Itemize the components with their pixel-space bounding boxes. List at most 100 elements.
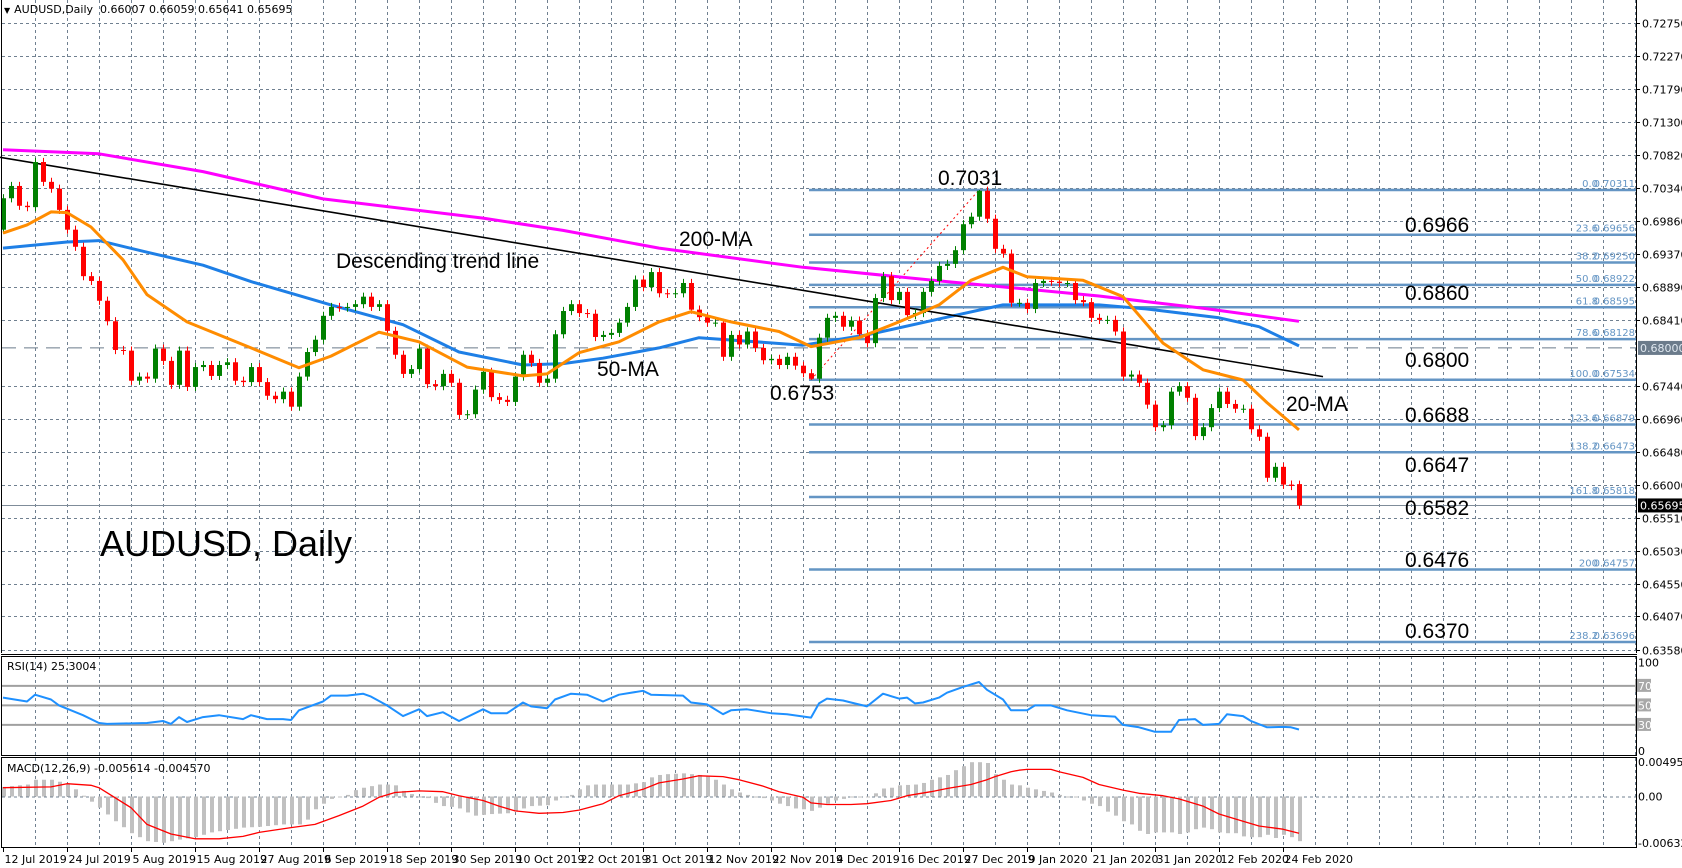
candle xyxy=(97,276,102,305)
macd-histogram-bar xyxy=(1226,796,1230,834)
macd-histogram-bar xyxy=(562,796,566,798)
macd-histogram-bar xyxy=(2,786,6,797)
macd-histogram-bar xyxy=(362,787,366,797)
candle-body xyxy=(233,362,238,381)
candle xyxy=(9,181,14,203)
macd-histogram-bar xyxy=(514,796,518,811)
fib-level-price: 0.69250 xyxy=(1594,251,1635,262)
macd-histogram-bar xyxy=(1210,796,1214,830)
candle xyxy=(641,275,646,292)
macd-histogram-bar xyxy=(1010,784,1014,797)
candle-body xyxy=(121,349,126,351)
macd-histogram-bar xyxy=(866,796,870,798)
candle-body xyxy=(617,322,622,333)
macd-histogram-bar xyxy=(538,796,542,806)
candle-body xyxy=(1169,391,1174,426)
macd-histogram-bar xyxy=(450,796,454,807)
candle xyxy=(65,205,70,234)
macd-histogram-bar xyxy=(618,784,622,797)
candle-body xyxy=(137,376,142,381)
candle xyxy=(785,352,790,370)
candle-body xyxy=(769,358,774,361)
candle-body xyxy=(1193,397,1198,437)
candle-body xyxy=(1105,319,1110,321)
macd-histogram-bar xyxy=(66,783,70,797)
macd-histogram-bar xyxy=(786,796,790,807)
candle xyxy=(161,344,166,366)
candle xyxy=(1257,425,1262,441)
rsi-level-box xyxy=(1635,698,1651,712)
ma200-line xyxy=(2,148,1300,323)
candle xyxy=(945,259,950,271)
macd-histogram-bar xyxy=(1250,796,1254,838)
dropdown-triangle-icon[interactable]: ▼ xyxy=(4,6,11,15)
current-price-box xyxy=(1638,498,1682,513)
candle-body xyxy=(433,384,438,387)
candle-body xyxy=(889,276,894,301)
macd-histogram-bar xyxy=(658,774,662,797)
candle-body xyxy=(633,279,638,307)
macd-histogram-bar xyxy=(114,796,118,822)
candle xyxy=(505,395,510,407)
candle xyxy=(1209,403,1214,432)
candle xyxy=(217,360,222,381)
candle xyxy=(1297,480,1302,510)
candle xyxy=(793,352,798,370)
macd-histogram-bar xyxy=(634,783,638,797)
fib-level-price: 0.68595 xyxy=(1594,296,1635,307)
macd-histogram-bar xyxy=(170,796,174,842)
candle-body xyxy=(1225,391,1230,404)
candle-body xyxy=(937,265,942,281)
macd-histogram-bar xyxy=(730,789,734,797)
fib-level-percent: 138.2 xyxy=(1569,441,1598,452)
ma50-line xyxy=(2,239,1300,367)
candle xyxy=(969,212,974,229)
macd-axis-label: 0.00 xyxy=(1638,791,1663,804)
candle xyxy=(777,354,782,370)
fib-level-price: 0.65818 xyxy=(1594,486,1635,497)
candle xyxy=(209,360,214,381)
date-axis-label: 12 Feb 2020 xyxy=(1221,853,1289,866)
macd-histogram-bar xyxy=(202,796,206,835)
macd-histogram-bar xyxy=(946,774,950,797)
candle-body xyxy=(969,216,974,225)
macd-histogram-bar xyxy=(34,779,38,797)
date-axis-label: 5 Aug 2019 xyxy=(133,853,196,866)
candle xyxy=(761,343,766,365)
macd-histogram-bar xyxy=(546,796,550,806)
chart-annotation: 20-MA xyxy=(1286,393,1348,416)
candle xyxy=(401,350,406,378)
macd-histogram-bar xyxy=(1202,796,1206,828)
candle xyxy=(593,309,598,342)
candle-body xyxy=(545,378,550,383)
date-axis-label: 9 Jan 2020 xyxy=(1029,853,1088,866)
candle xyxy=(297,372,302,411)
candle xyxy=(1,194,6,234)
candle xyxy=(425,344,430,389)
candle-body xyxy=(529,354,534,363)
candle-body xyxy=(1177,386,1182,392)
candles xyxy=(1,157,1302,510)
macd-histogram-bar xyxy=(586,785,590,797)
candle-body xyxy=(105,300,110,322)
macd-histogram-bar xyxy=(498,796,502,814)
candle-body xyxy=(1209,408,1214,428)
candle xyxy=(441,369,446,391)
chart-annotation: 0.6753 xyxy=(770,382,834,405)
candle xyxy=(817,333,822,383)
macd-histogram-bar xyxy=(418,796,422,798)
macd-histogram-bar xyxy=(10,786,14,797)
candle xyxy=(1185,382,1190,402)
candle xyxy=(1097,313,1102,324)
candle xyxy=(89,272,94,286)
macd-histogram-bar xyxy=(1274,796,1278,838)
candle-body xyxy=(1121,331,1126,377)
macd-histogram-bar xyxy=(714,779,718,797)
date-axis-label: 10 Oct 2019 xyxy=(517,853,585,866)
candle xyxy=(241,376,246,387)
